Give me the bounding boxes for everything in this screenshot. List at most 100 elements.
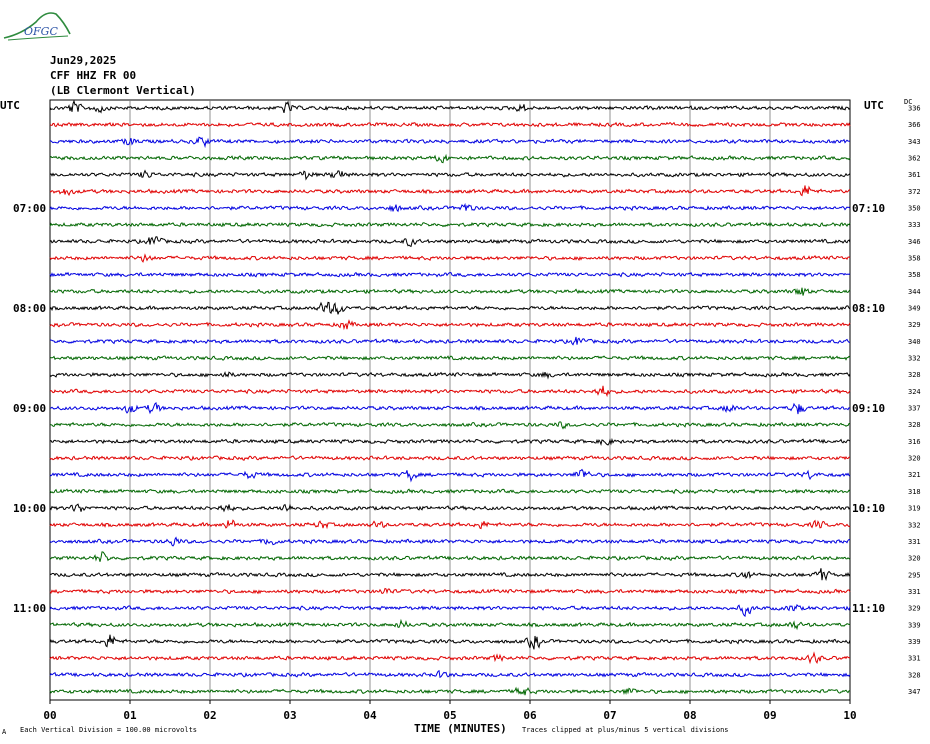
seismic-trace bbox=[49, 371, 851, 380]
seismic-trace bbox=[49, 287, 851, 296]
right-time-label: 11:10 bbox=[852, 602, 885, 615]
seismic-trace bbox=[49, 153, 851, 164]
dc-offset-label: 316 bbox=[908, 438, 921, 446]
seismic-trace bbox=[49, 536, 851, 547]
seismic-trace bbox=[49, 468, 851, 483]
dc-offset-label: 332 bbox=[908, 521, 921, 529]
plot-grid bbox=[49, 99, 851, 701]
seismic-trace bbox=[49, 121, 851, 128]
seismic-trace bbox=[49, 455, 851, 461]
dc-label: DC bbox=[904, 98, 913, 106]
dc-offset-label: 344 bbox=[908, 288, 921, 296]
x-tick-label: 04 bbox=[363, 709, 377, 722]
seismic-trace bbox=[49, 437, 851, 447]
seismic-trace bbox=[49, 271, 851, 278]
right-time-label: 08:10 bbox=[852, 302, 885, 315]
seismic-trace bbox=[49, 686, 851, 696]
seismic-trace bbox=[49, 202, 851, 213]
right-time-label: 07:10 bbox=[852, 202, 885, 215]
dc-offset-label: 361 bbox=[908, 171, 921, 179]
dc-offset-label: 319 bbox=[908, 505, 921, 513]
dc-offset-label: 295 bbox=[908, 571, 921, 579]
left-time-label: 10:00 bbox=[13, 502, 46, 515]
dc-offset-label: 332 bbox=[908, 355, 921, 363]
seismic-trace bbox=[49, 587, 851, 595]
seismic-trace bbox=[49, 421, 851, 430]
dc-offset-label: 372 bbox=[908, 188, 921, 196]
x-tick-label: 10 bbox=[843, 709, 856, 722]
dc-offset-label: 358 bbox=[908, 271, 921, 279]
dc-offset-label: 331 bbox=[908, 538, 921, 546]
logo-text: OFGC bbox=[24, 25, 58, 38]
dc-offset-label: 331 bbox=[908, 588, 921, 596]
seismic-trace bbox=[49, 185, 851, 197]
trace-group bbox=[49, 99, 851, 696]
x-tick-label: 05 bbox=[443, 709, 456, 722]
dc-offset-label: 324 bbox=[908, 388, 921, 396]
x-tick-label: 09 bbox=[763, 709, 776, 722]
dc-offset-label: 366 bbox=[908, 121, 921, 129]
dc-offset-label: 333 bbox=[908, 221, 921, 229]
seismic-trace bbox=[49, 221, 851, 228]
dc-offset-label: 329 bbox=[908, 321, 921, 329]
x-axis-title: TIME (MINUTES) bbox=[414, 722, 507, 735]
dc-offset-label: 339 bbox=[908, 638, 921, 646]
left-time-label: 07:00 bbox=[13, 202, 46, 215]
x-tick-label: 07 bbox=[603, 709, 616, 722]
dc-offset-label: 329 bbox=[908, 605, 921, 613]
dc-offset-label: 320 bbox=[908, 555, 921, 563]
dc-offset-label: 331 bbox=[908, 655, 921, 663]
label-group: 336 366 343 362 361 372 350 333 346 358 358 344 349 3… bbox=[13, 105, 921, 723]
seismic-trace bbox=[49, 385, 851, 398]
record-date: Jun29,2025 bbox=[50, 54, 117, 67]
dc-offset-label: 346 bbox=[908, 238, 921, 246]
seismic-trace bbox=[49, 618, 851, 631]
dc-offset-label: 328 bbox=[908, 371, 921, 379]
x-tick-label: 02 bbox=[203, 709, 216, 722]
left-timezone-label: UTC bbox=[0, 99, 20, 112]
dc-offset-label: 350 bbox=[908, 205, 921, 213]
seismic-trace bbox=[49, 301, 851, 315]
clip-note: Traces clipped at plus/minus 5 vertical … bbox=[522, 726, 729, 734]
dc-offset-label: 328 bbox=[908, 421, 921, 429]
seismic-trace bbox=[49, 503, 851, 513]
scale-note: Each Vertical Division = 100.00 microvol… bbox=[20, 726, 198, 734]
seismic-trace bbox=[49, 253, 851, 263]
seismic-trace bbox=[49, 319, 851, 331]
station-code: CFF HHZ FR 00 bbox=[50, 69, 137, 82]
seismic-trace bbox=[49, 136, 851, 149]
seismic-trace bbox=[49, 669, 851, 679]
dc-offset-label: 321 bbox=[908, 471, 921, 479]
seismic-trace bbox=[49, 355, 851, 361]
seismic-trace bbox=[49, 336, 851, 346]
dc-offset-label: 320 bbox=[908, 455, 921, 463]
dc-offset-label: 336 bbox=[908, 105, 921, 113]
dc-offset-label: 340 bbox=[908, 338, 921, 346]
left-time-label: 09:00 bbox=[13, 402, 46, 415]
seismic-trace bbox=[49, 651, 850, 665]
dc-offset-label: 349 bbox=[908, 305, 921, 313]
dc-offset-label: 347 bbox=[908, 688, 921, 696]
seismic-trace bbox=[49, 634, 851, 650]
observatory-logo bbox=[3, 12, 71, 41]
seismic-trace bbox=[49, 519, 851, 530]
x-tick-label: 01 bbox=[123, 709, 137, 722]
seismic-trace bbox=[49, 551, 851, 562]
seismic-trace bbox=[49, 99, 851, 114]
x-tick-label: 06 bbox=[523, 709, 537, 722]
x-tick-label: 03 bbox=[283, 709, 296, 722]
seismic-trace bbox=[49, 236, 851, 248]
seismic-trace bbox=[49, 488, 851, 495]
footer-mark: A bbox=[2, 728, 7, 736]
x-tick-label: 00 bbox=[43, 709, 56, 722]
seismic-trace bbox=[49, 169, 851, 181]
seismic-trace bbox=[49, 568, 851, 582]
right-timezone-label: UTC bbox=[864, 99, 884, 112]
seismic-trace bbox=[49, 604, 851, 618]
seismic-trace bbox=[49, 401, 851, 415]
station-location: (LB Clermont Vertical) bbox=[50, 84, 196, 97]
right-time-label: 09:10 bbox=[852, 402, 885, 415]
left-time-label: 11:00 bbox=[13, 602, 46, 615]
dc-offset-label: 362 bbox=[908, 155, 921, 163]
